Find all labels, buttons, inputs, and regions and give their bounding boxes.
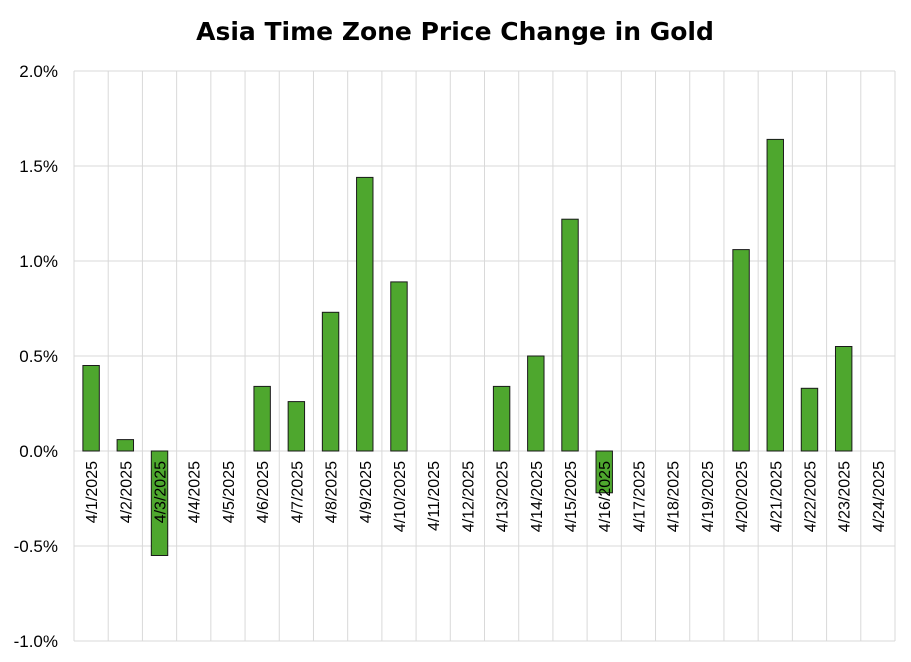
x-tick-label: 4/16/2025 bbox=[597, 461, 614, 532]
bar-4-2-2025 bbox=[116, 439, 135, 452]
x-tick-label: 4/1/2025 bbox=[84, 461, 101, 523]
x-tick-label: 4/21/2025 bbox=[768, 461, 785, 532]
x-tick-label: 4/20/2025 bbox=[734, 461, 751, 532]
bars bbox=[82, 138, 853, 556]
bar-4-21-2025 bbox=[766, 138, 784, 452]
x-tick-label: 4/9/2025 bbox=[358, 461, 375, 523]
x-tick-label: 4/18/2025 bbox=[666, 461, 683, 532]
bar-4-20-2025 bbox=[732, 249, 750, 452]
bar-4-8-2025 bbox=[321, 311, 340, 452]
x-tick-label: 4/13/2025 bbox=[495, 461, 512, 532]
gridlines bbox=[73, 70, 896, 642]
y-tick-label: 2.0% bbox=[19, 62, 58, 81]
y-tick-label: 1.0% bbox=[19, 252, 58, 271]
x-tick-label: 4/8/2025 bbox=[324, 461, 341, 523]
x-tick-label: 4/11/2025 bbox=[426, 461, 443, 531]
bar-4-3-2025 bbox=[150, 450, 169, 556]
x-tick-label: 4/7/2025 bbox=[289, 461, 306, 523]
x-tick-label: 4/2/2025 bbox=[118, 461, 135, 523]
bar-4-23-2025 bbox=[834, 346, 853, 452]
bar-4-10-2025 bbox=[390, 281, 408, 452]
y-tick-label: 0.5% bbox=[19, 347, 58, 366]
x-tick-label: 4/4/2025 bbox=[187, 461, 204, 523]
x-tick-label: 4/17/2025 bbox=[631, 461, 648, 532]
x-tick-label: 4/5/2025 bbox=[221, 461, 238, 523]
x-tick-label: 4/24/2025 bbox=[871, 461, 888, 532]
bar-4-6-2025 bbox=[253, 385, 271, 452]
bar-4-7-2025 bbox=[287, 401, 306, 452]
y-tick-label: -0.5% bbox=[14, 537, 58, 556]
x-tick-label: 4/10/2025 bbox=[392, 461, 409, 532]
bar-4-16-2025 bbox=[595, 450, 613, 494]
x-tick-label: 4/14/2025 bbox=[529, 461, 546, 532]
x-tick-label: 4/12/2025 bbox=[460, 461, 477, 532]
bar-4-1-2025 bbox=[82, 365, 100, 452]
x-tick-label: 4/19/2025 bbox=[700, 461, 717, 532]
y-tick-label: 0.0% bbox=[19, 442, 58, 461]
bar-4-15-2025 bbox=[561, 218, 579, 452]
y-axis-ticks: -1.0% -0.5% 0.0% 0.5% 1.0% 1.5% 2.0% bbox=[14, 62, 58, 651]
chart-title: Asia Time Zone Price Change in Gold bbox=[196, 17, 714, 46]
bar-4-9-2025 bbox=[356, 176, 374, 452]
x-tick-label: 4/22/2025 bbox=[802, 461, 819, 532]
x-tick-label: 4/23/2025 bbox=[837, 461, 854, 532]
x-axis-ticks: 4/1/2025 4/2/2025 4/3/2025 4/4/2025 4/5/2025… bbox=[84, 461, 888, 532]
y-tick-label: 1.5% bbox=[19, 157, 58, 176]
bar-4-22-2025 bbox=[800, 387, 819, 452]
bar-4-13-2025 bbox=[492, 385, 511, 452]
x-tick-label: 4/15/2025 bbox=[563, 461, 580, 532]
x-tick-label: 4/6/2025 bbox=[255, 461, 272, 523]
y-tick-label: -1.0% bbox=[14, 632, 58, 651]
bar-4-14-2025 bbox=[527, 355, 545, 452]
x-tick-label: 4/3/2025 bbox=[153, 461, 170, 523]
